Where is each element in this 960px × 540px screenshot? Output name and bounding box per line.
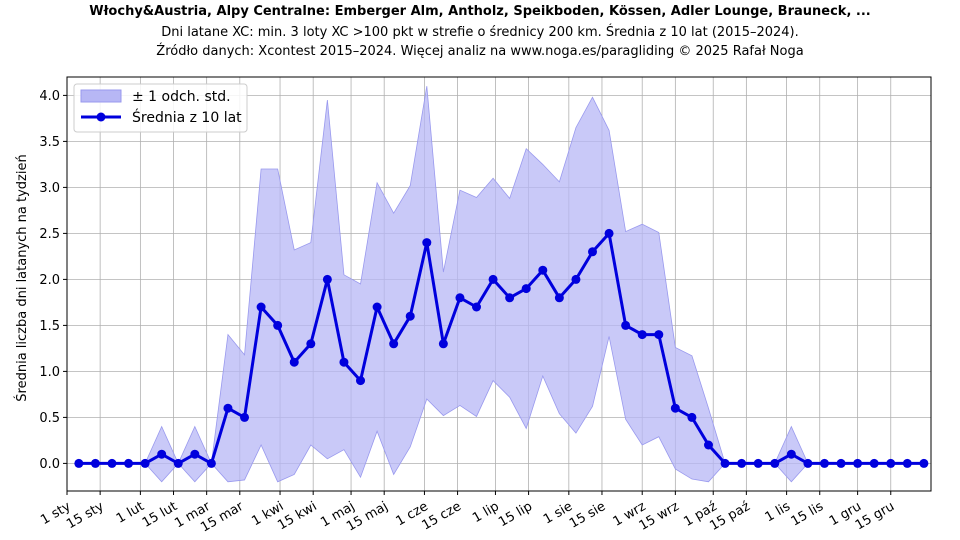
y-tick-label: 4.0 <box>39 89 60 104</box>
mean-point <box>306 339 316 349</box>
chart-subtitle-criteria: Dni latane XC: min. 3 loty XC >100 pkt w… <box>161 25 799 40</box>
mean-point <box>521 284 531 294</box>
mean-point <box>356 376 366 386</box>
y-tick-label: 1.5 <box>39 319 60 334</box>
y-tick-label: 0.5 <box>39 411 60 426</box>
mean-line <box>78 231 924 465</box>
mean-point <box>107 458 117 468</box>
mean-point <box>886 458 896 468</box>
mean-point <box>604 228 614 238</box>
mean-point <box>571 274 581 284</box>
mean-point <box>372 302 382 312</box>
mean-point <box>737 458 747 468</box>
chart-title: Włochy&Austria, Alpy Centralne: Emberger… <box>89 4 871 19</box>
mean-point <box>140 458 150 468</box>
mean-point <box>670 403 680 413</box>
mean-point <box>472 302 482 312</box>
mean-point <box>753 458 763 468</box>
mean-point <box>289 357 299 367</box>
mean-point <box>703 440 713 450</box>
mean-point <box>90 458 100 468</box>
mean-point <box>438 339 448 349</box>
mean-point <box>637 330 647 340</box>
mean-point <box>173 458 183 468</box>
y-tick-label: 3.5 <box>39 135 60 150</box>
mean-point <box>256 302 266 312</box>
mean-point <box>422 238 432 248</box>
x-tick-label: 1 lis <box>763 499 794 525</box>
legend-band-label: ± 1 odch. std. <box>132 89 231 105</box>
mean-point <box>488 274 498 284</box>
mean-point <box>588 247 598 257</box>
legend-mean-label: Średnia z 10 lat <box>132 108 242 126</box>
mean-point <box>770 458 780 468</box>
mean-point <box>505 293 515 303</box>
y-tick-label: 0.0 <box>39 457 60 472</box>
mean-point <box>273 320 283 330</box>
chart-subtitle-source: Źródło danych: Xcontest 2015–2024. Więce… <box>156 44 804 59</box>
mean-point <box>538 265 548 275</box>
x-tick-label: 15 kwi <box>275 499 319 533</box>
legend-mean-marker <box>96 112 106 122</box>
mean-point <box>554 293 564 303</box>
y-tick-label: 3.0 <box>39 181 60 196</box>
mean-points <box>74 228 929 468</box>
x-tick-label: 15 lis <box>789 499 827 529</box>
mean-point <box>339 357 349 367</box>
mean-point <box>902 458 912 468</box>
mean-point <box>455 293 465 303</box>
mean-point <box>124 458 134 468</box>
y-tick-label: 2.5 <box>39 227 60 242</box>
mean-point <box>190 449 200 459</box>
mean-point <box>223 403 233 413</box>
legend-band-swatch <box>80 89 122 103</box>
y-tick-label: 1.0 <box>39 365 60 380</box>
y-axis-label: Średnia liczba dni latanych na tydzień <box>14 154 30 401</box>
mean-point <box>819 458 829 468</box>
mean-point <box>621 320 631 330</box>
y-axis-ticks: 0.0 0.5 1.0 1.5 2.0 2.5 3.0 3.5 4.0 <box>39 89 67 472</box>
x-tick-label: 1 lip <box>470 499 502 526</box>
legend: ± 1 odch. std. Średnia z 10 lat <box>73 83 248 133</box>
mean-point <box>786 449 796 459</box>
mean-point <box>206 458 216 468</box>
mean-point <box>853 458 863 468</box>
y-tick-label: 2.0 <box>39 273 60 288</box>
mean-point <box>74 458 84 468</box>
mean-point <box>869 458 879 468</box>
mean-point <box>836 458 846 468</box>
x-tick-label: 15 sty <box>64 499 107 532</box>
mean-point <box>157 449 167 459</box>
mean-point <box>803 458 813 468</box>
mean-point <box>919 458 929 468</box>
mean-point <box>389 339 399 349</box>
plot-frame <box>66 76 932 492</box>
mean-point <box>405 311 415 321</box>
x-tick-label: 15 lip <box>496 499 535 530</box>
mean-point <box>240 412 250 422</box>
x-tick-label: 15 sie <box>567 499 608 532</box>
mean-point <box>654 330 664 340</box>
mean-point <box>687 412 697 422</box>
x-tick-label: 15 lut <box>140 499 180 531</box>
mean-point <box>720 458 730 468</box>
std-dev-band <box>78 86 924 483</box>
mean-point <box>322 274 332 284</box>
